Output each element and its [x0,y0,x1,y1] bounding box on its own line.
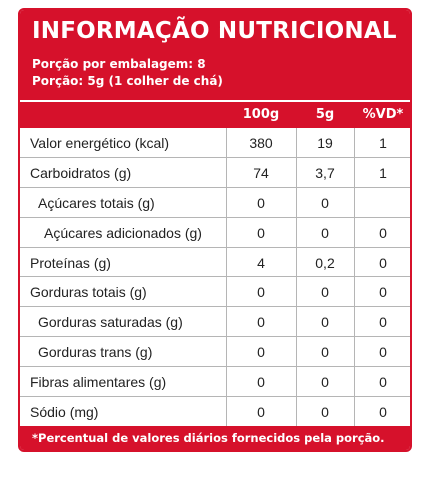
row-label: Sódio (mg) [30,404,99,421]
footnote-text: *Percentual de valores diários fornecido… [32,431,385,445]
table-row: Açúcares adicionados (g) 0 0 0 [20,218,410,248]
value-5g: 0 [321,374,329,391]
value-daily-percent: 0 [379,404,387,421]
row-label: Carboidratos (g) [30,164,132,181]
value-100g: 0 [257,224,265,241]
value-5g: 0 [321,284,329,301]
column-divider [354,128,355,430]
row-label: Gorduras totais (g) [30,284,147,301]
nutrition-title: INFORMAÇÃO NUTRICIONAL [32,18,397,44]
nutrition-facts-panel: INFORMAÇÃO NUTRICIONAL Porção por embala… [18,8,412,452]
row-label: Valor energético (kcal) [30,135,170,151]
value-100g: 0 [257,194,265,211]
table-row: Sódio (mg) 0 0 0 [20,397,410,427]
portion-size: Porção: 5g (1 colher de chá) [32,74,223,88]
column-header-daily-value: %VD* [362,107,404,122]
value-100g: 380 [249,135,273,151]
value-5g: 0 [321,404,329,421]
table-row: Carboidratos (g) 74 3,7 1 [20,158,410,188]
column-header-100g: 100g [242,107,280,122]
nutrition-header: INFORMAÇÃO NUTRICIONAL Porção por embala… [20,10,410,100]
value-100g: 0 [257,284,265,301]
value-100g: 0 [257,314,265,331]
row-label: Fibras alimentares (g) [30,374,167,391]
value-5g: 19 [317,135,333,151]
column-header-5g: 5g [315,107,335,122]
nutrition-rows: Valor energético (kcal) 380 19 1 Carboid… [20,128,410,427]
column-divider [296,128,297,430]
value-5g: 0 [321,194,329,211]
value-daily-percent: 0 [379,314,387,331]
value-daily-percent: 0 [379,254,387,271]
table-column-header: 100g 5g %VD* [20,102,410,128]
table-row: Gorduras totais (g) 0 0 0 [20,277,410,308]
value-daily-percent: 1 [379,164,387,181]
row-label: Proteínas (g) [30,254,111,271]
value-daily-percent: 1 [379,135,387,151]
row-label: Gorduras trans (g) [38,344,153,361]
table-row: Valor energético (kcal) 380 19 1 [20,128,410,158]
value-100g: 74 [253,164,269,181]
row-label: Açúcares adicionados (g) [44,224,202,241]
value-5g: 0 [321,224,329,241]
value-100g: 0 [257,344,265,361]
row-label: Açúcares totais (g) [38,194,155,211]
value-5g: 0 [321,344,329,361]
column-divider [226,128,227,430]
footnote-bar: *Percentual de valores diários fornecido… [20,426,410,450]
table-row: Gorduras trans (g) 0 0 0 [20,337,410,368]
table-row: Açúcares totais (g) 0 0 [20,188,410,218]
value-daily-percent: 0 [379,224,387,241]
row-label: Gorduras saturadas (g) [38,314,183,331]
value-100g: 0 [257,374,265,391]
value-daily-percent: 0 [379,344,387,361]
value-daily-percent: 0 [379,284,387,301]
table-row: Fibras alimentares (g) 0 0 0 [20,367,410,398]
value-5g: 3,7 [315,164,335,181]
portions-per-package: Porção por embalagem: 8 [32,57,206,71]
value-100g: 4 [257,254,265,271]
value-5g: 0 [321,314,329,331]
table-row: Proteínas (g) 4 0,2 0 [20,248,410,278]
value-100g: 0 [257,404,265,421]
table-row: Gorduras saturadas (g) 0 0 0 [20,307,410,338]
value-daily-percent: 0 [379,374,387,391]
value-5g: 0,2 [315,254,335,271]
